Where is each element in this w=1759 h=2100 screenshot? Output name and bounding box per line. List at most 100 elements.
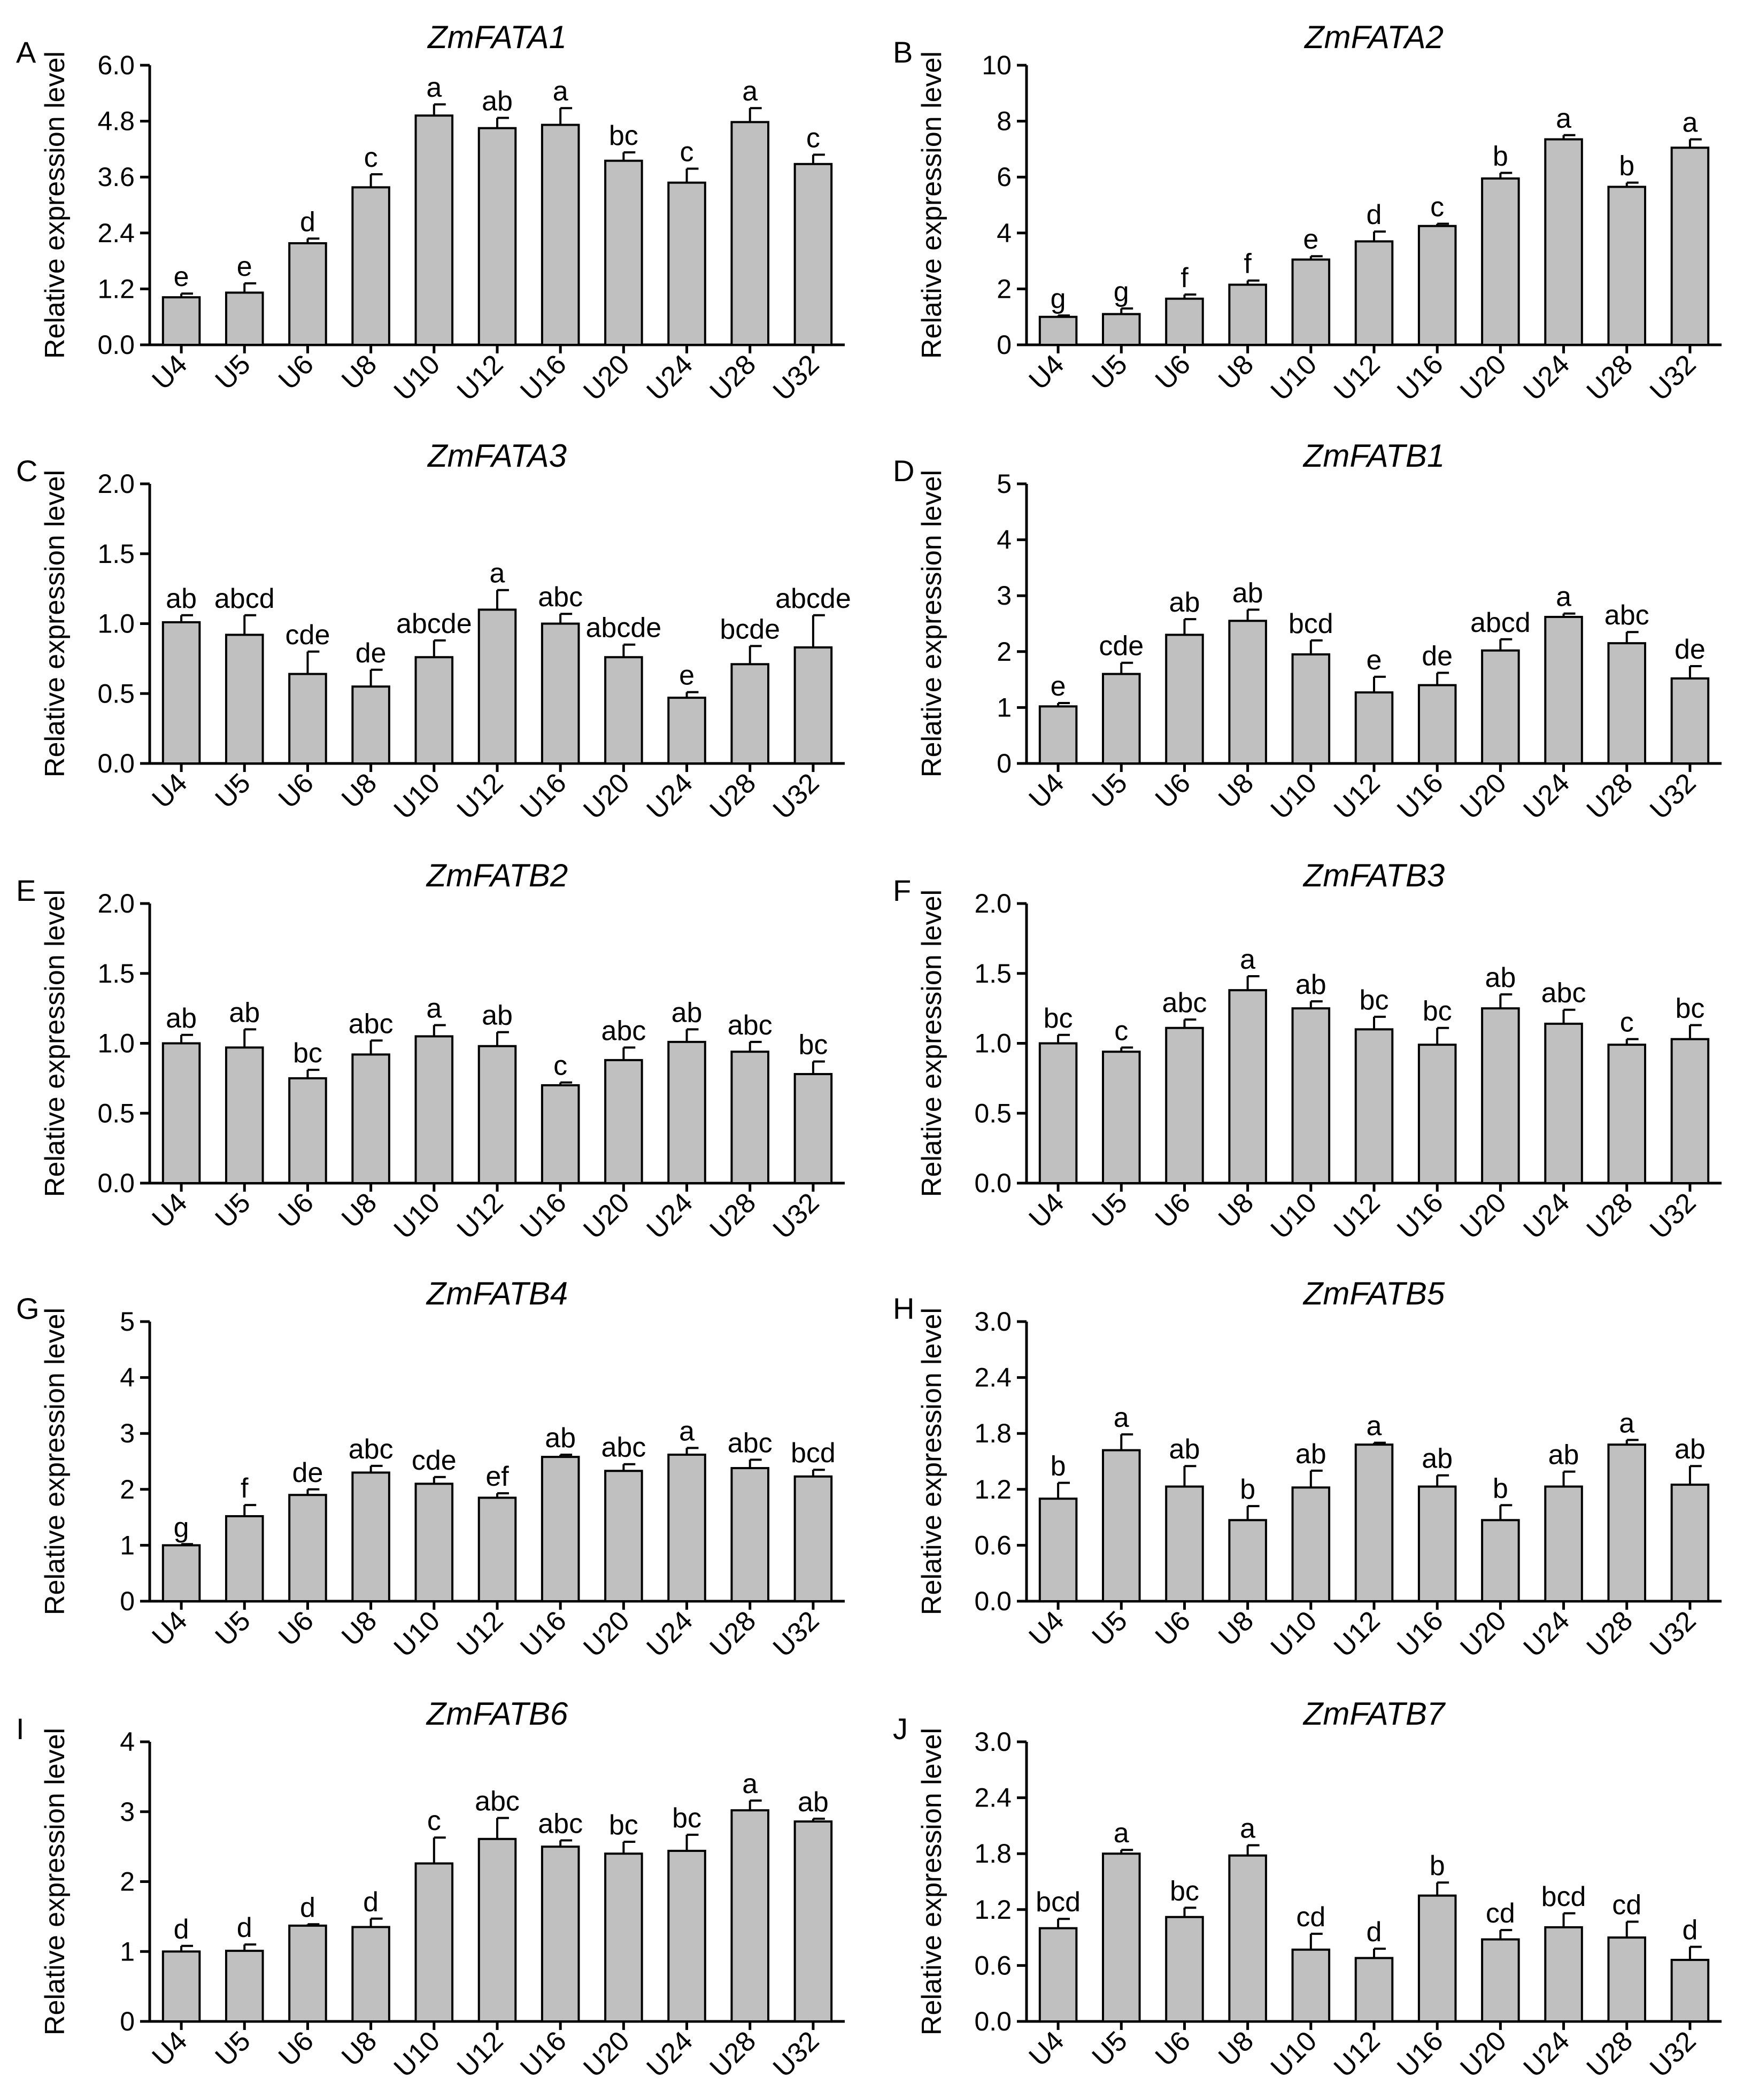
significance-label: d bbox=[1682, 1915, 1698, 1946]
x-tick-label: U6 bbox=[1149, 2025, 1197, 2072]
x-tick-label: U20 bbox=[1454, 1187, 1512, 1245]
significance-label: e bbox=[1367, 645, 1382, 676]
significance-label: bcd bbox=[791, 1438, 836, 1469]
significance-label: a bbox=[1114, 1818, 1129, 1849]
significance-label: c bbox=[1430, 192, 1444, 223]
y-tick-label: 1.5 bbox=[97, 539, 135, 569]
bar bbox=[793, 1475, 833, 1602]
x-tick-label: U28 bbox=[1581, 2025, 1639, 2083]
x-tick-label: U12 bbox=[451, 1605, 509, 1663]
x-tick-label: U4 bbox=[1023, 767, 1070, 814]
significance-label: d bbox=[300, 206, 315, 237]
significance-label: ab bbox=[672, 997, 703, 1028]
panel-label: G bbox=[16, 1292, 40, 1325]
bar bbox=[1165, 1026, 1204, 1184]
significance-label: abc bbox=[1541, 978, 1586, 1009]
x-tick-label: U16 bbox=[1391, 1605, 1449, 1663]
significance-label: a bbox=[1556, 582, 1571, 613]
x-tick-label: U4 bbox=[1023, 1187, 1070, 1234]
bar bbox=[477, 608, 517, 765]
x-tick-label: U24 bbox=[1518, 1187, 1576, 1245]
chart-title: ZmFATB4 bbox=[426, 1276, 568, 1311]
bar bbox=[288, 1924, 327, 2023]
y-tick-label: 0 bbox=[120, 2006, 135, 2036]
bar bbox=[477, 1045, 517, 1184]
y-tick-label: 0.6 bbox=[974, 1950, 1012, 1980]
x-tick-label: U32 bbox=[1644, 1187, 1702, 1245]
bar bbox=[161, 1042, 201, 1184]
x-tick-label: U20 bbox=[577, 2025, 635, 2083]
y-axis-label: Relative expression level bbox=[40, 51, 71, 359]
y-tick-label: 1.2 bbox=[974, 1474, 1012, 1504]
bar bbox=[604, 1470, 643, 1602]
significance-label: a bbox=[1619, 1408, 1634, 1439]
bar bbox=[730, 121, 770, 346]
significance-label: abc bbox=[601, 1432, 646, 1463]
bar bbox=[414, 114, 454, 346]
significance-label: ab bbox=[1485, 962, 1516, 993]
bar bbox=[1038, 315, 1078, 346]
y-axis-label: Relative expression level bbox=[916, 51, 947, 359]
y-tick-label: 1.5 bbox=[974, 959, 1012, 989]
y-tick-label: 0.5 bbox=[97, 1098, 135, 1128]
significance-label: bcd bbox=[1541, 1881, 1586, 1912]
y-tick-label: 1.0 bbox=[974, 1029, 1012, 1059]
bar bbox=[351, 685, 390, 765]
x-tick-label: U16 bbox=[1391, 1187, 1449, 1245]
bar bbox=[288, 1494, 327, 1603]
y-axis-label: Relative expression level bbox=[40, 1728, 71, 2035]
y-tick-label: 0.0 bbox=[97, 748, 135, 778]
bar bbox=[730, 1051, 770, 1184]
y-tick-label: 2.4 bbox=[97, 218, 135, 248]
x-tick-label: U12 bbox=[1328, 1187, 1386, 1245]
significance-label: bc bbox=[293, 1038, 322, 1069]
significance-label: de bbox=[356, 638, 387, 669]
x-tick-label: U28 bbox=[1581, 767, 1639, 825]
bar bbox=[1291, 258, 1331, 346]
bar bbox=[1165, 297, 1204, 346]
bar bbox=[225, 1949, 264, 2022]
bar bbox=[1228, 1854, 1267, 2023]
bar bbox=[1102, 1852, 1141, 2022]
bar bbox=[1291, 1007, 1331, 1184]
x-tick-label: U28 bbox=[704, 1187, 762, 1245]
bar bbox=[1481, 177, 1520, 346]
x-tick-label: U8 bbox=[336, 349, 383, 396]
bar bbox=[161, 621, 201, 765]
x-tick-label: U10 bbox=[1265, 1605, 1323, 1663]
bar bbox=[288, 673, 327, 765]
significance-label: ef bbox=[485, 1461, 509, 1492]
bar bbox=[351, 1053, 390, 1185]
significance-label: f bbox=[1244, 249, 1252, 280]
bar bbox=[1670, 1038, 1710, 1185]
bar bbox=[667, 1040, 706, 1184]
y-tick-label: 0.5 bbox=[974, 1098, 1012, 1128]
x-tick-label: U6 bbox=[1149, 767, 1197, 814]
significance-label: ab bbox=[1232, 577, 1263, 608]
x-tick-label: U12 bbox=[451, 349, 509, 406]
x-tick-label: U10 bbox=[1265, 349, 1323, 406]
significance-label: ab bbox=[166, 583, 197, 614]
y-tick-label: 1 bbox=[120, 1936, 135, 1966]
x-tick-label: U20 bbox=[1454, 1605, 1512, 1663]
significance-label: ab bbox=[1422, 1443, 1453, 1474]
bar bbox=[793, 1820, 833, 2022]
x-tick-label: U16 bbox=[1391, 767, 1449, 825]
x-tick-label: U10 bbox=[388, 349, 446, 406]
y-axis-label: Relative expression level bbox=[916, 890, 947, 1197]
significance-label: a bbox=[1682, 107, 1698, 138]
bar bbox=[1354, 1957, 1394, 2023]
significance-label: d bbox=[1367, 1917, 1382, 1948]
significance-label: abc bbox=[349, 1008, 394, 1039]
y-tick-label: 2 bbox=[997, 637, 1012, 667]
bar bbox=[667, 181, 706, 346]
significance-label: c bbox=[1620, 1007, 1634, 1038]
bar bbox=[541, 622, 580, 765]
x-tick-label: U5 bbox=[1086, 1187, 1133, 1234]
significance-label: de bbox=[292, 1457, 323, 1488]
significance-label: cde bbox=[412, 1445, 457, 1476]
significance-label: c bbox=[427, 1805, 441, 1836]
significance-label: abcde bbox=[586, 613, 662, 644]
significance-label: ab bbox=[166, 1003, 197, 1034]
